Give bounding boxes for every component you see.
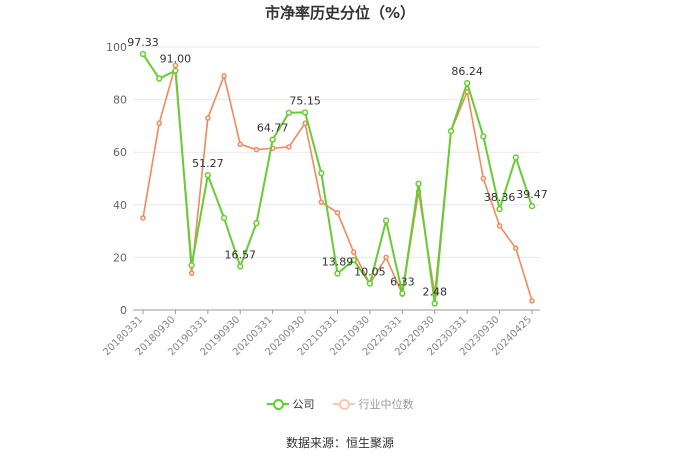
company-data-point — [480, 133, 487, 140]
company-data-point — [528, 203, 536, 210]
company-data-point — [172, 67, 179, 74]
industry-data-point — [286, 144, 292, 150]
data-label: 97.33 — [127, 36, 159, 49]
industry-data-point — [253, 146, 260, 153]
industry-data-point — [480, 175, 487, 182]
data-label: 16.57 — [225, 248, 257, 261]
industry-data-point — [172, 62, 179, 69]
data-label: 86.24 — [451, 65, 483, 78]
data-label: 6.33 — [390, 275, 415, 288]
data-label: 2.48 — [423, 285, 448, 298]
data-label: 39.47 — [516, 188, 548, 201]
data-label: 10.05 — [354, 266, 386, 279]
legend-label-company: 公司 — [292, 398, 315, 411]
company-data-point — [447, 128, 455, 135]
data-source: 数据来源：恒生聚源 — [285, 436, 394, 450]
company-data-point — [366, 280, 374, 287]
company-data-point — [512, 154, 519, 161]
industry-data-point — [513, 245, 519, 251]
y-tick-label: 20 — [113, 251, 127, 264]
industry-data-point — [383, 254, 389, 261]
company-data-point — [318, 170, 325, 177]
industry-data-point — [334, 209, 341, 216]
industry-data-point — [318, 199, 325, 205]
legend-label-industry: 行业中位数 — [358, 398, 414, 411]
data-label: 91.00 — [160, 53, 192, 66]
industry-data-point — [205, 115, 211, 121]
legend-item-industry[interactable]: 行业中位数 — [332, 396, 414, 412]
industry-data-point — [156, 120, 162, 127]
company-data-point — [496, 205, 503, 213]
industry-data-point — [350, 249, 357, 255]
industry-data-point — [237, 141, 243, 148]
data-label: 64.77 — [257, 122, 289, 135]
legend: 公司 行业中位数 — [0, 396, 680, 412]
industry-data-point — [140, 215, 146, 221]
y-tick-label: 100 — [106, 41, 127, 54]
industry-data-point — [529, 298, 535, 304]
y-tick-label: 0 — [120, 304, 127, 317]
legend-marker-industry — [332, 398, 355, 410]
y-tick-label: 60 — [113, 146, 127, 159]
data-label: 38.36 — [484, 191, 516, 204]
company-data-point — [350, 256, 357, 264]
industry-data-point — [496, 223, 503, 229]
company-data-point — [285, 109, 293, 116]
y-tick-label: 80 — [113, 94, 127, 107]
data-label: 51.27 — [192, 157, 224, 170]
industry-data-point — [188, 270, 195, 276]
company-data-point — [253, 220, 260, 227]
company-data-point — [237, 263, 244, 270]
data-label: 75.15 — [289, 94, 321, 107]
company-data-point — [334, 270, 341, 277]
company-data-point — [156, 75, 163, 82]
chart-title: 市净率历史分位（%） — [264, 4, 416, 22]
company-data-point — [204, 172, 211, 179]
company-data-point — [382, 217, 390, 224]
legend-item-company[interactable]: 公司 — [266, 396, 315, 412]
company-data-point — [301, 109, 309, 116]
company-data-point — [464, 80, 471, 87]
company-data-point — [399, 290, 406, 297]
company-data-point — [415, 180, 422, 187]
data-label: 13.89 — [322, 255, 354, 268]
company-data-point — [269, 136, 276, 143]
industry-data-point — [221, 73, 227, 79]
legend-marker-company — [266, 398, 289, 410]
company-data-point — [188, 262, 195, 269]
company-data-point — [220, 214, 228, 222]
company-data-point — [139, 50, 147, 58]
y-tick-label: 40 — [113, 199, 127, 212]
industry-data-point — [302, 120, 308, 127]
company-data-point — [431, 300, 438, 307]
